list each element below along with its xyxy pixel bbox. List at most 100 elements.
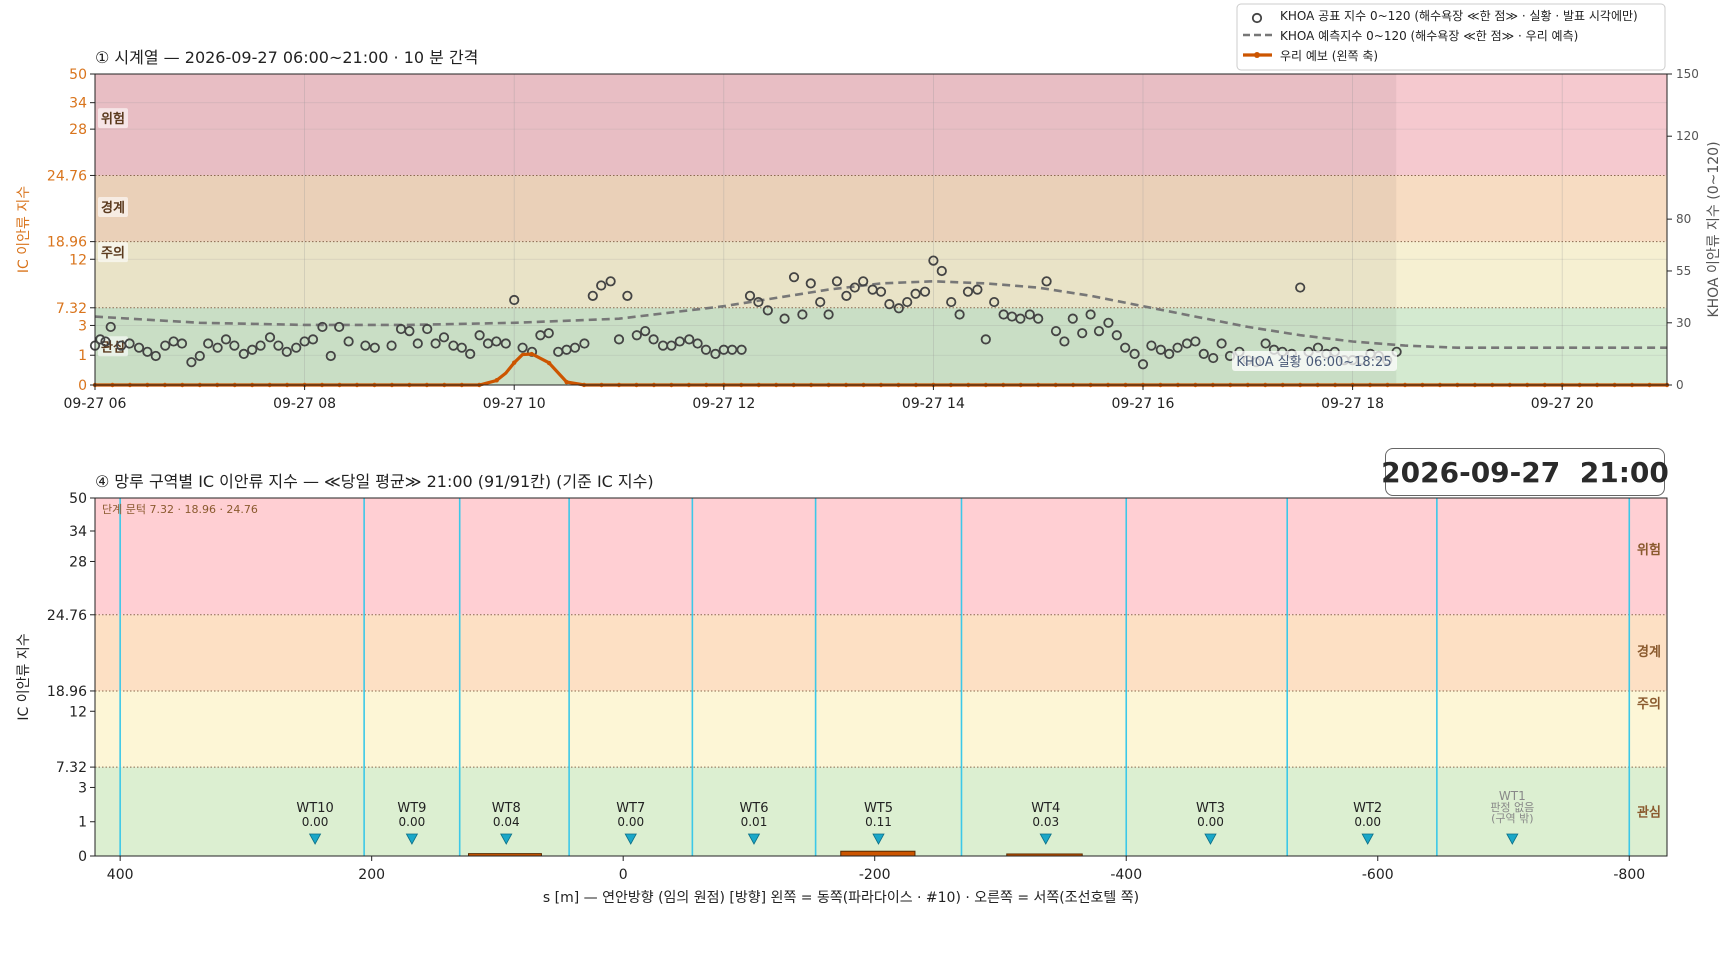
- zone-value: 0.00: [617, 815, 644, 829]
- x-axis-label: s [m] — 연안방향 (임의 원점) [방향] 왼쪽 = 동쪽(파라다이스 …: [543, 890, 1139, 906]
- threshold-note: 단계 문턱 7.32 · 18.96 · 24.76: [102, 503, 258, 516]
- khoa-point: [273, 340, 284, 351]
- zone-value: 0.00: [399, 815, 426, 829]
- khoa-point: [902, 296, 913, 308]
- khoa-point: [220, 334, 232, 345]
- zone-name: WT8: [492, 801, 521, 816]
- datetime-stamp: 2026-09-27 21:00: [1381, 448, 1669, 496]
- khoa-point: [422, 323, 433, 335]
- khoa-point: [1216, 338, 1227, 349]
- khoa-point: [186, 357, 197, 368]
- khoa-point: [928, 255, 939, 266]
- zone-marker: [1204, 833, 1217, 845]
- y-tick-label: 0: [78, 849, 87, 865]
- khoa-point: [1077, 328, 1088, 339]
- zone-name: WT2: [1353, 801, 1382, 816]
- y-tick-label: 24.76: [47, 608, 87, 624]
- khoa-point: [849, 282, 860, 293]
- khoa-point: [700, 344, 712, 355]
- khoa-point: [160, 340, 171, 351]
- x-tick-label: -600: [1362, 867, 1394, 883]
- khoa-point: [910, 288, 921, 299]
- khoa-point: [884, 299, 895, 310]
- zone-name: WT9: [397, 801, 426, 816]
- khoa-point: [797, 309, 808, 320]
- x-tick-label: -800: [1613, 867, 1645, 883]
- y-tick-label: 50: [69, 491, 87, 507]
- khoa-point: [972, 284, 983, 295]
- khoa-point: [238, 348, 249, 359]
- zone-name: WT6: [739, 801, 768, 816]
- zone-marker: [872, 833, 885, 845]
- khoa-point: [815, 296, 826, 308]
- y2-tick-label: 30: [1676, 316, 1691, 330]
- khoa-point: [666, 340, 677, 351]
- legend: KHOA 공표 지수 0~120 (해수욕장 ≪한 점≫ · 실황 · 발표 시…: [1236, 3, 1666, 71]
- band-label: 위험: [1637, 542, 1661, 558]
- khoa-point: [622, 290, 633, 301]
- khoa-point: [613, 334, 625, 345]
- zone-marker: [1039, 833, 1052, 845]
- zone-bar: [840, 850, 916, 857]
- khoa-point: [438, 332, 450, 343]
- khoa-point: [229, 340, 240, 351]
- khoa-point: [858, 276, 869, 287]
- khoa-point: [474, 330, 485, 341]
- annotation-text: KHOA 실황 06:00~18:25: [1236, 355, 1391, 370]
- khoa-point: [596, 280, 607, 291]
- khoa-point: [1067, 313, 1078, 324]
- legend-khoa-marker: [1251, 12, 1263, 24]
- khoa-point: [203, 338, 214, 349]
- khoa-point: [1172, 342, 1183, 353]
- our-forecast-marker: [564, 379, 569, 385]
- khoa-point: [823, 309, 834, 320]
- khoa-point: [1085, 309, 1096, 320]
- band-label-bg: [98, 196, 128, 217]
- band-label: 주의: [101, 245, 125, 261]
- band-label: 관심: [101, 339, 125, 355]
- khoa-point: [989, 296, 1000, 308]
- band-label: 경계: [1637, 644, 1661, 660]
- band-label: 경계: [101, 200, 125, 216]
- y2-tick-label: 150: [1676, 67, 1699, 81]
- zone-marker: [308, 833, 322, 845]
- y-tick-label: 18.96: [47, 235, 87, 251]
- khoa-point: [980, 334, 991, 345]
- khoa-point: [962, 286, 974, 297]
- khoa-point: [946, 296, 957, 308]
- zone-value: 0.00: [1197, 815, 1224, 829]
- khoa-point: [841, 290, 852, 301]
- x-tick-label: -200: [859, 867, 891, 883]
- y2-tick-label: 80: [1676, 212, 1691, 226]
- risk-band-2: [95, 690, 1667, 768]
- khoa-point: [194, 350, 205, 362]
- khoa-point: [1164, 348, 1175, 359]
- observed-window-shade: [95, 74, 1397, 385]
- zone-marker: [624, 833, 637, 845]
- zone-name: WT3: [1196, 801, 1225, 816]
- risk-band-1: [95, 614, 1667, 691]
- khoa-point: [1146, 340, 1157, 351]
- x-tick-label: 09-27 18: [1321, 396, 1384, 412]
- legend-entry: KHOA 공표 지수 0~120 (해수욕장 ≪한 점≫ · 실황 · 발표 시…: [1280, 9, 1638, 23]
- legend-box: [1236, 3, 1666, 71]
- risk-band-0: [95, 498, 1667, 615]
- khoa-point: [264, 332, 276, 343]
- zone-name: WT5: [864, 801, 893, 816]
- khoa-point: [360, 340, 371, 351]
- y-axis-label: IC 이안류 지수: [16, 633, 32, 720]
- khoa-point: [517, 342, 528, 353]
- x-tick-label: 0: [619, 867, 628, 883]
- legend-entry: KHOA 예측지수 0~120 (해수욕장 ≪한 점≫ · 우리 예측): [1280, 29, 1578, 43]
- y-axis-label: IC 이안류 지수: [16, 186, 32, 273]
- our-forecast-marker: [529, 351, 534, 357]
- zone-marker: [500, 833, 513, 845]
- khoa-point: [1050, 325, 1062, 337]
- risk-band-0: [95, 74, 1667, 176]
- x-tick-label: 09-27 20: [1531, 396, 1594, 412]
- khoa-point: [1137, 359, 1149, 370]
- khoa-point: [281, 346, 292, 357]
- legend-ours-marker: [1254, 52, 1260, 58]
- khoa-point: [831, 276, 843, 287]
- y-tick-label: 12: [69, 252, 87, 268]
